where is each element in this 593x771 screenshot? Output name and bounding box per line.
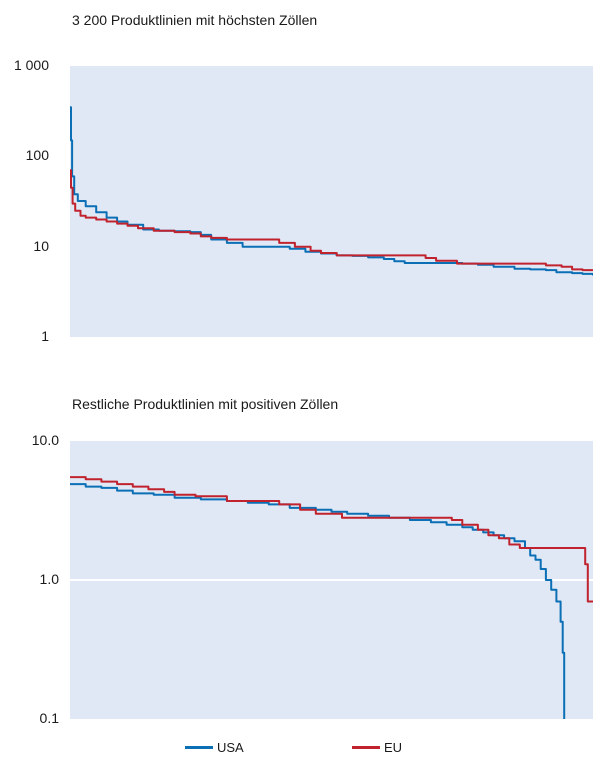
legend-swatch-usa <box>185 746 213 749</box>
chart-2-ytick-0: 0.1 <box>39 710 59 726</box>
chart-1-plot-area <box>70 66 593 337</box>
legend-label-eu: EU <box>384 740 403 755</box>
chart-1-ytick-1: 10 <box>33 237 49 254</box>
chart-1-ytick-3: 1 000 <box>13 57 49 73</box>
legend-swatch-eu <box>352 746 380 749</box>
legend-item-eu: EU <box>352 740 402 755</box>
chart-2-title: Restliche Produktlinien mit positiven Zö… <box>72 396 339 412</box>
legend-item-usa: USA <box>185 740 244 755</box>
chart-1-marks <box>70 106 593 276</box>
chart-1-series-eu <box>70 169 593 272</box>
chart-1-series-usa <box>70 106 593 276</box>
chart-2-series-eu <box>70 476 593 603</box>
chart-2-ytick-1: 1.0 <box>39 571 59 587</box>
legend-label-usa: USA <box>217 740 244 755</box>
chart-1-ytick-2: 100 <box>25 147 49 164</box>
chart-1-ytick-0: 1 <box>41 328 49 344</box>
chart-2-marks <box>70 476 593 719</box>
chart-2-ytick-2: 10.0 <box>31 432 59 448</box>
chart-1-title: 3 200 Produktlinien mit höchsten Zöllen <box>72 12 318 28</box>
chart-2-series-usa <box>70 483 566 719</box>
